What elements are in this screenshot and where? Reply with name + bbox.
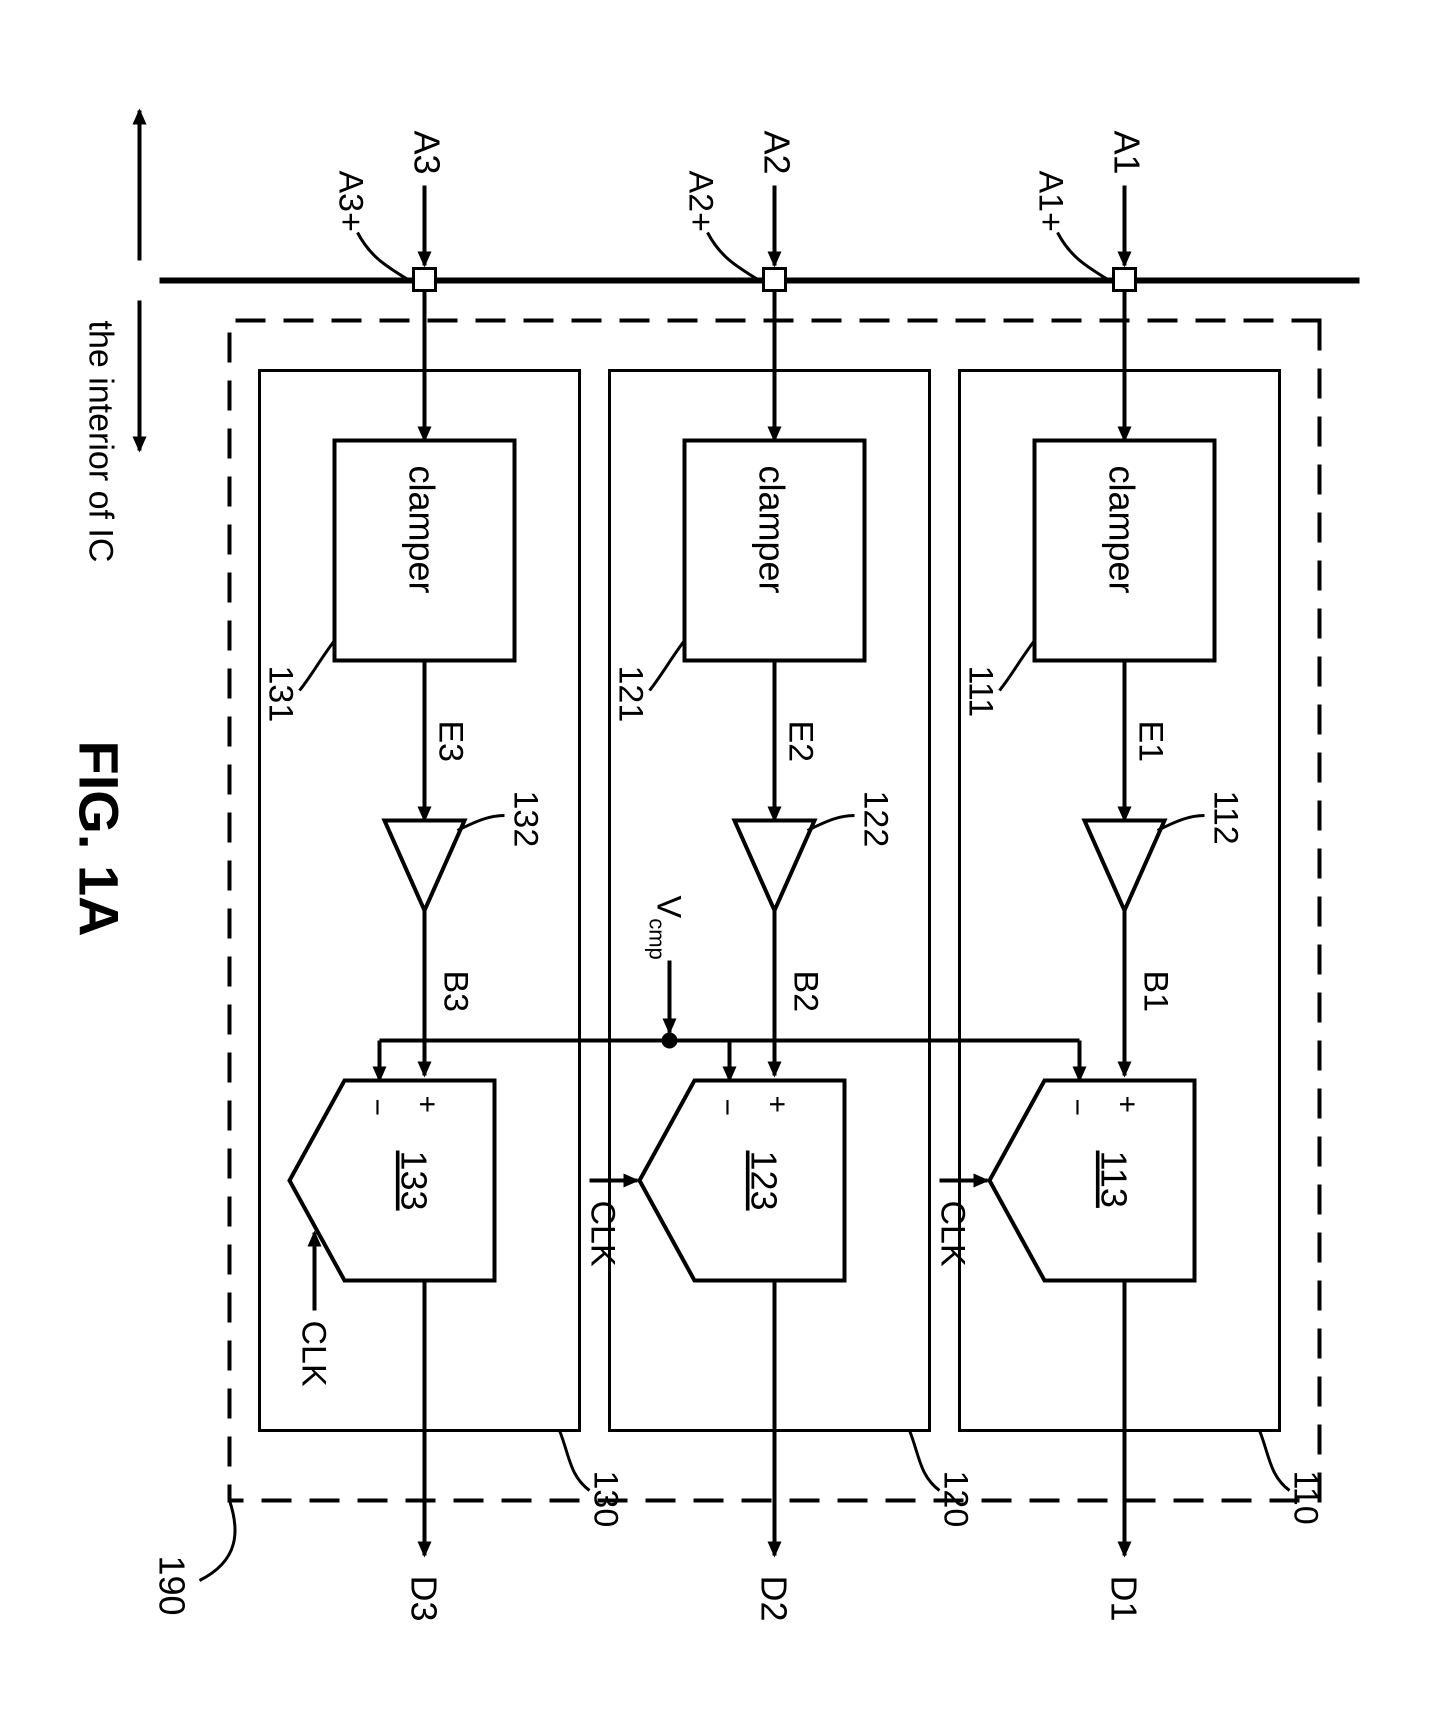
comp-plus-3: + xyxy=(410,1095,443,1113)
pin-label-3: A3+ xyxy=(331,170,369,231)
input-pin-2 xyxy=(763,268,785,290)
svg-holder: 190 110 A1 A1+ xyxy=(0,0,1439,1709)
input-label-1: A1 xyxy=(1106,130,1147,174)
blockref-1: 110 xyxy=(1286,1470,1324,1524)
clamper-ref-3: 131 xyxy=(261,665,299,722)
b-label-3: B3 xyxy=(436,970,474,1012)
clamper-ref-2: 121 xyxy=(611,665,649,722)
clamper-label-2: clamper xyxy=(751,465,792,593)
figure-label: FIG. 1A xyxy=(67,740,130,936)
pin-label-1: A1+ xyxy=(1031,170,1069,231)
clamper-ref-leader-2 xyxy=(649,640,684,690)
amp-ref-2: 122 xyxy=(856,790,894,847)
blockref-leader-3 xyxy=(559,1430,589,1490)
blockref-2: 120 xyxy=(936,1470,974,1527)
pin-leader-3 xyxy=(357,232,409,280)
vcmp-label: Vcmp xyxy=(644,895,687,959)
amp-3 xyxy=(384,820,464,910)
amp-ref-3: 132 xyxy=(506,790,544,847)
pin-leader-1 xyxy=(1057,232,1109,280)
e-label-2: E2 xyxy=(781,720,819,762)
input-label-3: A3 xyxy=(406,130,447,174)
clk-label-2: CLK xyxy=(583,1200,621,1266)
comp-ref-1: 113 xyxy=(1093,1150,1134,1207)
blockref-leader-2 xyxy=(909,1430,939,1490)
pin-label-2: A2+ xyxy=(681,170,719,231)
diagram-rotated: 190 110 A1 A1+ xyxy=(0,0,1439,1709)
ref-190-leader xyxy=(199,1500,235,1580)
ref-190: 190 xyxy=(151,1555,192,1615)
page: 190 110 A1 A1+ xyxy=(0,0,1439,1709)
comp-plus-1: + xyxy=(1110,1095,1143,1113)
b-label-2: B2 xyxy=(786,970,824,1012)
e-label-1: E1 xyxy=(1131,720,1169,762)
clamper-ref-leader-3 xyxy=(299,640,334,690)
pin-leader-2 xyxy=(707,232,759,280)
comp-ref-3: 133 xyxy=(393,1150,434,1210)
clamper-ref-1: 111 xyxy=(961,665,999,717)
output-label-3: D3 xyxy=(403,1575,444,1621)
comp-minus-3: − xyxy=(360,1098,393,1116)
output-label-2: D2 xyxy=(753,1575,794,1621)
output-label-1: D1 xyxy=(1103,1575,1144,1621)
channel-2: 120 A2 A2+ clamper 121 E2 122 xyxy=(583,130,974,1621)
clamper-ref-leader-1 xyxy=(999,640,1034,690)
comp-ref-2: 123 xyxy=(743,1150,784,1210)
blockref-3: 130 xyxy=(586,1470,624,1527)
comp-minus-2: − xyxy=(710,1098,743,1116)
input-pin-1 xyxy=(1113,268,1135,290)
e-label-3: E3 xyxy=(431,720,469,762)
clk-label-1: CLK xyxy=(933,1200,971,1266)
b-label-1: B1 xyxy=(1136,970,1174,1012)
input-pin-3 xyxy=(413,268,435,290)
channel-3: 130 A3 A3+ clamper 131 E3 132 xyxy=(259,130,624,1621)
channel-1: 110 A1 A1+ clamper 111 xyxy=(933,130,1324,1621)
comp-plus-2: + xyxy=(760,1095,793,1113)
input-label-2: A2 xyxy=(756,130,797,174)
amp-2 xyxy=(734,820,814,910)
clamper-label-3: clamper xyxy=(401,465,442,593)
clamper-label-1: clamper xyxy=(1101,465,1142,593)
vcmp-node xyxy=(661,1032,677,1048)
circuit-diagram: 190 110 A1 A1+ xyxy=(0,0,1439,1709)
int-label: the interior of IC xyxy=(81,320,119,562)
comp-minus-1: − xyxy=(1060,1098,1093,1116)
blockref-leader-1 xyxy=(1259,1430,1289,1490)
amp-1 xyxy=(1084,820,1164,910)
clk-label-3: CLK xyxy=(294,1320,332,1386)
amp-ref-1: 112 xyxy=(1206,790,1244,844)
